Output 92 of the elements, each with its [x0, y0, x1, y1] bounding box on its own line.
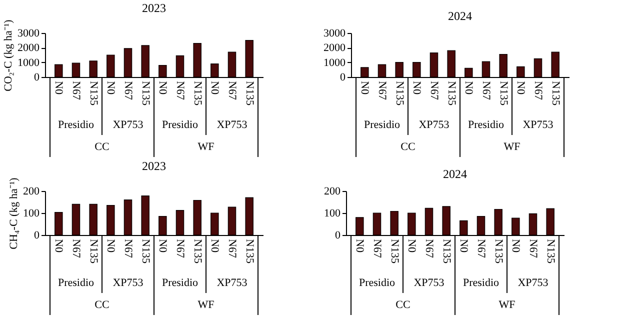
x-tick-label: N67: [174, 239, 186, 258]
text: XP753: [112, 277, 144, 289]
x-tick-label: N135: [243, 81, 256, 106]
x-tick-label: N0: [458, 239, 470, 253]
text: CC: [400, 141, 416, 153]
text: Presidio: [364, 119, 401, 131]
x-tick-label: N0: [406, 239, 418, 253]
y-tick-label: 0: [335, 230, 341, 242]
y-tick-label: 200: [23, 186, 40, 198]
x-tick-label: N135: [87, 239, 100, 264]
chart-title: 2024: [448, 9, 472, 23]
y-tick-label: 3000: [324, 28, 346, 40]
x-tick-label: N0: [462, 81, 475, 95]
y-tick-label: 3000: [18, 28, 40, 40]
x-tick-label: N67: [527, 239, 539, 258]
chart-title: 2024: [443, 167, 467, 181]
x-tick-label: N0: [510, 239, 522, 253]
text: Presidio: [358, 277, 396, 289]
y-tick-label: 100: [23, 208, 40, 220]
x-tick-label: N135: [393, 81, 406, 106]
text: Presidio: [468, 119, 505, 131]
text: XP753: [518, 277, 549, 289]
x-tick-label: N135: [492, 239, 504, 264]
x-tick-label: N67: [226, 81, 238, 100]
y-tick-label: 2000: [324, 42, 346, 54]
x-tick-label: N0: [410, 81, 423, 95]
text: Presidio: [58, 119, 95, 131]
x-tick-label: N135: [497, 81, 510, 106]
x-tick-label: N0: [358, 81, 371, 95]
text: XP753: [414, 277, 445, 289]
text: XP753: [522, 119, 554, 131]
y-tick-label: 2000: [18, 42, 40, 54]
x-tick-label: N67: [532, 81, 544, 100]
x-tick-label: N67: [475, 239, 487, 258]
x-tick-label: N135: [87, 81, 100, 106]
x-tick-label: N135: [445, 81, 458, 106]
x-tick-label: N67: [70, 239, 82, 258]
text: CC: [94, 299, 110, 311]
y-tick-label: 0: [340, 72, 346, 84]
y-tick-label: 200: [324, 186, 341, 198]
x-tick-label: N135: [440, 239, 452, 264]
y-tick-label: 0: [34, 230, 40, 242]
x-tick-label: N67: [371, 239, 383, 258]
x-tick-label: N67: [226, 239, 238, 258]
text: Presidio: [162, 277, 199, 289]
text: Presidio: [162, 119, 199, 131]
x-tick-label: N0: [354, 239, 366, 253]
x-tick-label: N135: [139, 81, 152, 106]
text: XP753: [216, 119, 248, 131]
text: Presidio: [462, 277, 500, 289]
y-axis-title: CO₂-C (kg ha⁻¹): [2, 19, 14, 92]
text: CC: [94, 141, 110, 153]
x-tick-label: N0: [156, 239, 169, 253]
x-tick-label: N67: [480, 81, 492, 100]
x-tick-label: N67: [70, 81, 82, 100]
x-tick-label: N135: [544, 239, 556, 264]
x-tick-label: N0: [52, 81, 65, 95]
y-tick-label: 100: [324, 208, 341, 220]
y-axis-title: CH₄-C (kg ha⁻¹): [8, 177, 20, 250]
text: WF: [498, 299, 516, 311]
x-tick-label: N135: [139, 239, 152, 264]
text: XP753: [216, 277, 248, 289]
y-tick-label: 1000: [18, 56, 40, 69]
x-tick-label: N67: [122, 239, 134, 258]
x-tick-label: N135: [191, 239, 204, 264]
x-tick-label: N0: [208, 81, 221, 95]
y-tick-label: 1000: [324, 56, 346, 69]
x-tick-label: N135: [388, 239, 400, 264]
text: WF: [198, 141, 214, 153]
chart-title: 2023: [142, 159, 166, 174]
text: WF: [504, 141, 520, 153]
x-tick-label: N67: [423, 239, 435, 258]
text: CC: [396, 299, 410, 311]
text: XP753: [418, 119, 450, 131]
text: Presidio: [58, 277, 95, 289]
x-tick-label: N0: [104, 239, 117, 253]
x-tick-label: N67: [174, 81, 186, 100]
x-tick-label: N135: [191, 81, 204, 106]
x-tick-label: N135: [243, 239, 256, 264]
x-tick-label: N67: [428, 81, 440, 100]
x-tick-label: N0: [208, 239, 221, 253]
text: XP753: [112, 119, 144, 131]
x-tick-label: N0: [156, 81, 169, 95]
chart-title: 2023: [142, 1, 166, 16]
x-tick-label: N0: [104, 81, 117, 95]
x-tick-label: N67: [376, 81, 388, 100]
x-tick-label: N67: [122, 81, 134, 100]
x-tick-label: N0: [52, 239, 65, 253]
text: WF: [198, 299, 214, 311]
x-tick-label: N135: [549, 81, 562, 106]
y-tick-label: 0: [34, 72, 40, 84]
x-tick-label: N0: [514, 81, 527, 95]
